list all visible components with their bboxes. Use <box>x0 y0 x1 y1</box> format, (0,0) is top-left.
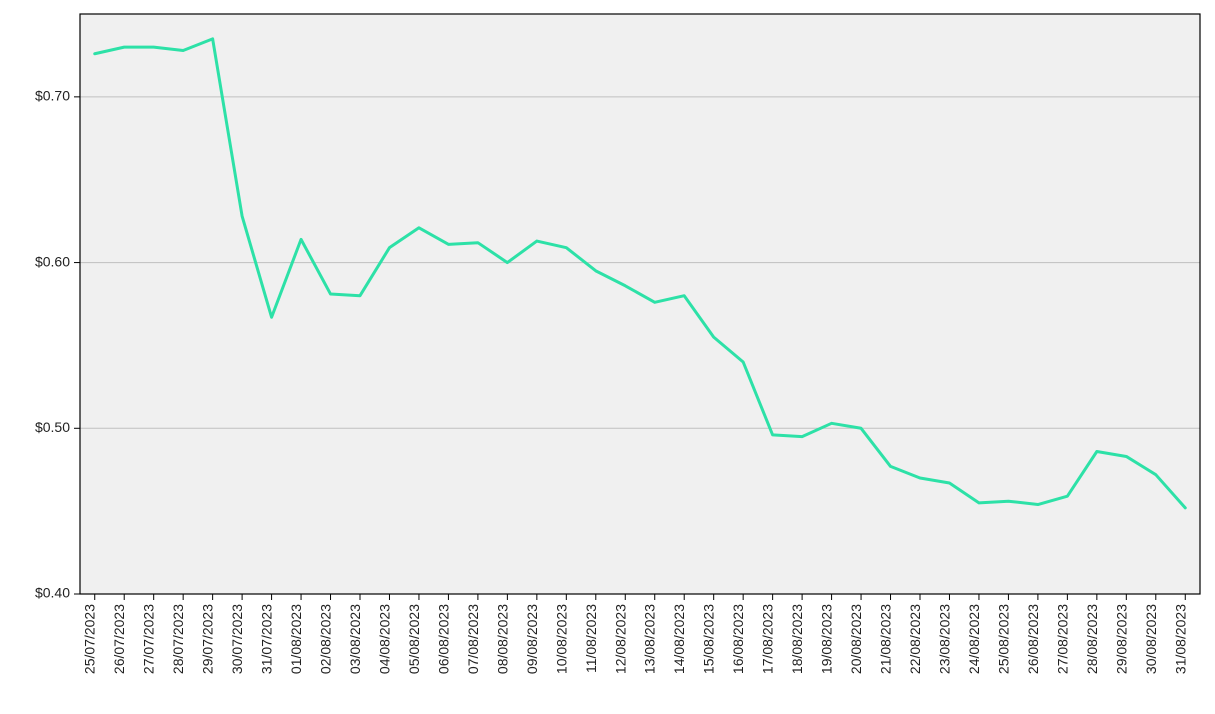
y-tick-label: $0.40 <box>35 585 70 601</box>
plot-background <box>80 14 1200 594</box>
x-tick-label: 17/08/2023 <box>760 604 776 674</box>
x-tick-label: 09/08/2023 <box>524 604 540 674</box>
y-tick-label: $0.50 <box>35 419 70 435</box>
x-tick-label: 31/08/2023 <box>1172 604 1188 674</box>
x-tick-label: 13/08/2023 <box>642 604 658 674</box>
line-chart: $0.40 $0.50 $0.60 $0.70 25/07/2023 26/07/2023… <box>0 0 1215 714</box>
x-tick-label: 22/08/2023 <box>907 604 923 674</box>
x-tick-label: 14/08/2023 <box>671 604 687 674</box>
x-tick-label: 15/08/2023 <box>701 604 717 674</box>
x-tick-label: 11/08/2023 <box>583 604 599 673</box>
x-tick-label: 30/07/2023 <box>229 604 245 674</box>
x-tick-label: 27/07/2023 <box>141 604 157 674</box>
x-tick-label: 07/08/2023 <box>465 604 481 674</box>
x-tick-label: 28/07/2023 <box>170 604 186 674</box>
x-tick-label: 04/08/2023 <box>376 604 392 674</box>
x-tick-label: 19/08/2023 <box>819 604 835 674</box>
x-tick-label: 29/07/2023 <box>200 604 216 674</box>
y-tick-label: $0.70 <box>35 88 70 104</box>
x-tick-label: 02/08/2023 <box>318 604 334 674</box>
x-tick-label: 05/08/2023 <box>406 604 422 674</box>
x-tick-label: 03/08/2023 <box>347 604 363 674</box>
x-tick-label: 06/08/2023 <box>435 604 451 674</box>
x-tick-label: 30/08/2023 <box>1143 604 1159 674</box>
chart-svg: $0.40 $0.50 $0.60 $0.70 25/07/2023 26/07/2023… <box>0 0 1215 714</box>
x-tick-label: 21/08/2023 <box>878 604 894 674</box>
x-tick-label: 26/08/2023 <box>1025 604 1041 674</box>
x-tick-label: 29/08/2023 <box>1113 604 1129 674</box>
x-tick-label: 24/08/2023 <box>966 604 982 674</box>
x-tick-label: 31/07/2023 <box>259 604 275 674</box>
x-tick-label: 01/08/2023 <box>288 604 304 674</box>
x-tick-label: 20/08/2023 <box>848 604 864 674</box>
y-tick-label: $0.60 <box>35 253 70 269</box>
x-tick-label: 16/08/2023 <box>730 604 746 674</box>
x-tick-label: 25/07/2023 <box>82 604 98 674</box>
x-tick-label: 23/08/2023 <box>936 604 952 674</box>
x-tick-label: 28/08/2023 <box>1084 604 1100 674</box>
x-tick-label: 18/08/2023 <box>789 604 805 674</box>
x-tick-label: 08/08/2023 <box>494 604 510 674</box>
x-tick-label: 10/08/2023 <box>553 604 569 674</box>
x-tick-label: 26/07/2023 <box>111 604 127 674</box>
x-tick-label: 25/08/2023 <box>995 604 1011 674</box>
x-tick-label: 12/08/2023 <box>612 604 628 674</box>
x-tick-label: 27/08/2023 <box>1054 604 1070 674</box>
